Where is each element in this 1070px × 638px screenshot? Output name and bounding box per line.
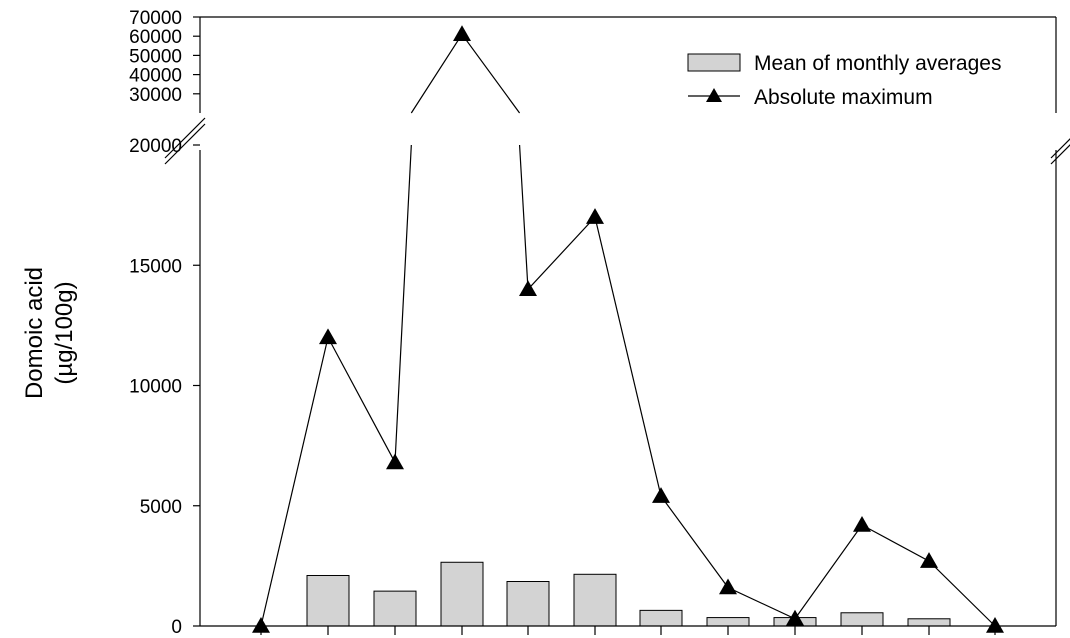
y-tick-label-upper: 30000 (129, 85, 182, 106)
bar (907, 618, 951, 627)
bar (373, 590, 417, 627)
bar (706, 617, 750, 627)
axis-break-right-1 (1050, 138, 1070, 159)
max-line (260, 33, 996, 627)
max-point-marker (853, 515, 871, 532)
y-tick-label: 15000 (129, 256, 182, 277)
bar (306, 574, 350, 627)
bar (639, 609, 683, 627)
max-point-marker (386, 453, 404, 470)
y-axis-label-line1: Domoic acid (21, 266, 48, 400)
axis-break-left-2 (164, 123, 206, 165)
max-point-marker (719, 578, 737, 595)
legend-label-bars: Mean of monthly averages (754, 52, 1001, 75)
legend-triangle-marker (706, 88, 722, 102)
legend: Mean of monthly averages Absolute maximu… (687, 52, 1001, 109)
max-point-marker (920, 552, 938, 568)
legend-label-line: Absolute maximum (754, 86, 933, 109)
max-point-marker (986, 617, 1004, 633)
axis-break-right-2 (1050, 144, 1070, 165)
max-point-marker (786, 609, 804, 626)
y-tick-label-upper: 60000 (129, 27, 182, 48)
y-tick-label: 20000 (129, 136, 182, 157)
y-axis: 0 5000 10000 15000 20000 30000400005000060000… (129, 8, 200, 638)
y-axis-label: Domoic acid (µg/100g) (20, 267, 80, 399)
max-point-marker (519, 280, 537, 297)
bar (840, 612, 884, 627)
max-point-marker (586, 208, 604, 224)
bar (440, 561, 484, 627)
y-tick-label-upper: 40000 (129, 66, 182, 87)
plot-frame (164, 16, 1070, 627)
line-series (252, 25, 1004, 633)
y-tick-label: 10000 (129, 377, 182, 398)
y-tick-label-upper: 70000 (129, 8, 182, 29)
bar (506, 581, 550, 627)
y-tick-label-upper: 50000 (129, 46, 182, 67)
axis-break-left-1 (164, 117, 206, 159)
legend-bar-swatch (687, 53, 741, 72)
max-point-marker (252, 617, 270, 633)
bar-series (306, 561, 951, 627)
y-tick-label: 0 (171, 617, 182, 638)
max-point-marker (453, 25, 471, 42)
bar (573, 573, 617, 627)
max-point-marker (319, 328, 337, 345)
x-axis (260, 626, 996, 635)
max-point-marker (652, 487, 670, 503)
y-tick-label: 5000 (140, 497, 182, 518)
y-axis-label-line2: (µg/100g) (51, 281, 78, 385)
